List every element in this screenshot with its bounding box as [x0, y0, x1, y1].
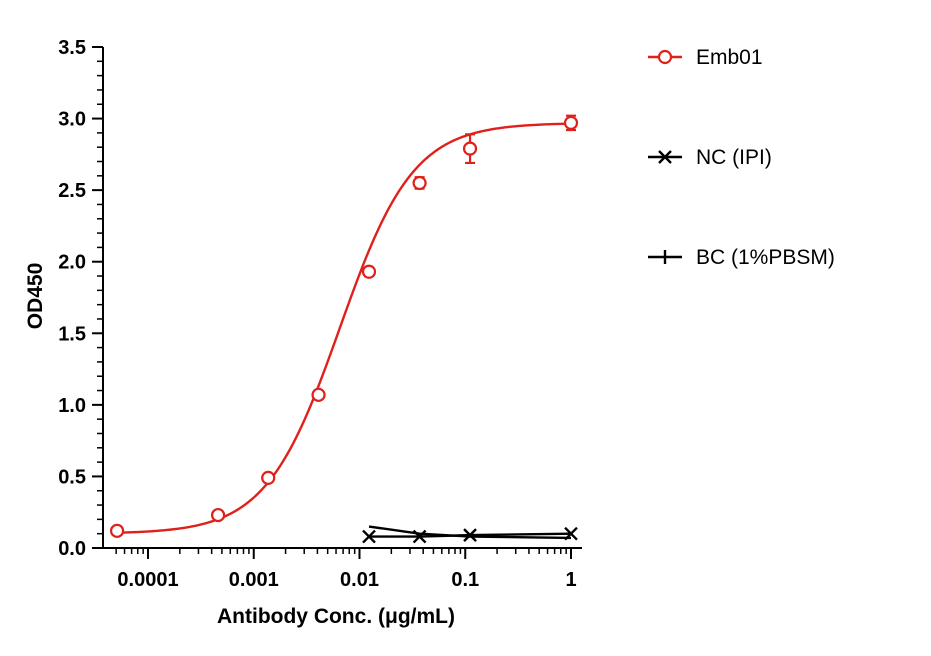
legend-item: NC (IPI): [648, 146, 772, 169]
x-tick-label: 1: [565, 569, 576, 591]
x-tick-label: 0.0001: [117, 569, 178, 591]
series-0-point: [361, 264, 377, 279]
y-tick-label: 0.5: [58, 466, 86, 488]
legend-marker: [657, 49, 673, 65]
y-tick-label: 3.0: [58, 109, 86, 131]
series-0-point: [462, 141, 478, 156]
series-1-point: [463, 528, 477, 542]
y-tick-label: 2.0: [58, 252, 86, 274]
series-line: [368, 525, 572, 540]
y-tick-label: 3.5: [58, 37, 86, 59]
legend-label: Emb01: [696, 46, 763, 69]
legend: Emb01 NC (IPI) BC (1%PBSM): [648, 46, 835, 269]
x-tick-label: 0.01: [340, 569, 379, 591]
series-layer: [109, 114, 579, 544]
x-tick-label: 0.001: [229, 569, 279, 591]
series-0-point: [210, 507, 226, 523]
legend-label: NC (IPI): [696, 146, 772, 169]
series-1-point: [362, 529, 376, 544]
y-tick-label: 1.5: [58, 323, 86, 345]
y-tick-label: 1.0: [58, 395, 86, 417]
series-0-point: [261, 470, 276, 485]
series-2: [368, 525, 572, 540]
y-tick-label: 0.0: [58, 538, 86, 560]
legend-item: Emb01: [648, 46, 763, 69]
legend-label: BC (1%PBSM): [696, 246, 835, 269]
legend-marker: [658, 150, 672, 164]
series-0-point: [311, 387, 326, 402]
axes: 0.0 0.5 1.0 1.5 2.0 2.5 3.0 3.5 0.0001 0.001 0.01 0…: [58, 37, 582, 591]
x-tick-label: 0.1: [451, 569, 479, 591]
fit-curve: [117, 122, 572, 534]
legend-item: BC (1%PBSM): [648, 246, 835, 269]
series-0: [109, 114, 579, 538]
y-axis-title: OD450: [24, 263, 47, 330]
series-0-point: [412, 175, 427, 191]
series-0-point: [563, 115, 579, 130]
y-tick-label: 2.5: [58, 180, 86, 202]
series-0-point: [109, 523, 125, 538]
x-axis-title: Antibody Conc. (μg/mL): [217, 605, 455, 628]
